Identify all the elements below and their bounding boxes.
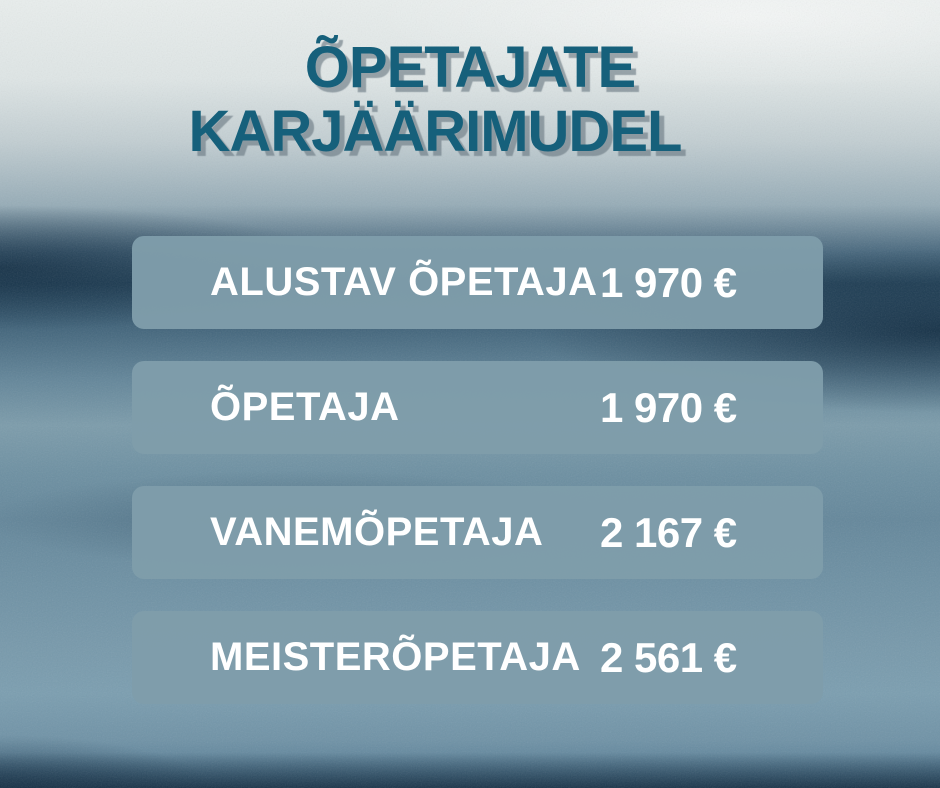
page-title: ÕPETAJATE KARJÄÄRIMUDEL (0, 36, 940, 164)
career-level-label: ÕPETAJA (210, 385, 400, 429)
career-level-label: VANEMÕPETAJA (210, 510, 544, 554)
career-level-row-meisteropetaja: MEISTERÕPETAJA 2 561 € (132, 611, 823, 704)
salary-value: 2 167 € (600, 508, 737, 556)
page-title-line1: ÕPETAJATE (304, 35, 636, 100)
career-level-row-opetaja: ÕPETAJA 1 970 € (132, 361, 823, 454)
career-level-label: MEISTERÕPETAJA (210, 635, 581, 679)
career-level-row-alustav-opetaja: ALUSTAV ÕPETAJA 1 970 € (132, 236, 823, 329)
salary-value: 1 970 € (600, 383, 737, 431)
career-level-label: ALUSTAV ÕPETAJA (210, 260, 598, 304)
career-level-row-vanemopetaja: VANEMÕPETAJA 2 167 € (132, 486, 823, 579)
salary-value: 2 561 € (600, 633, 737, 681)
salary-value: 1 970 € (600, 258, 737, 306)
career-level-list: ALUSTAV ÕPETAJA 1 970 € ÕPETAJA 1 970 € … (132, 236, 823, 736)
page-title-line2: KARJÄÄRIMUDEL (188, 99, 683, 164)
